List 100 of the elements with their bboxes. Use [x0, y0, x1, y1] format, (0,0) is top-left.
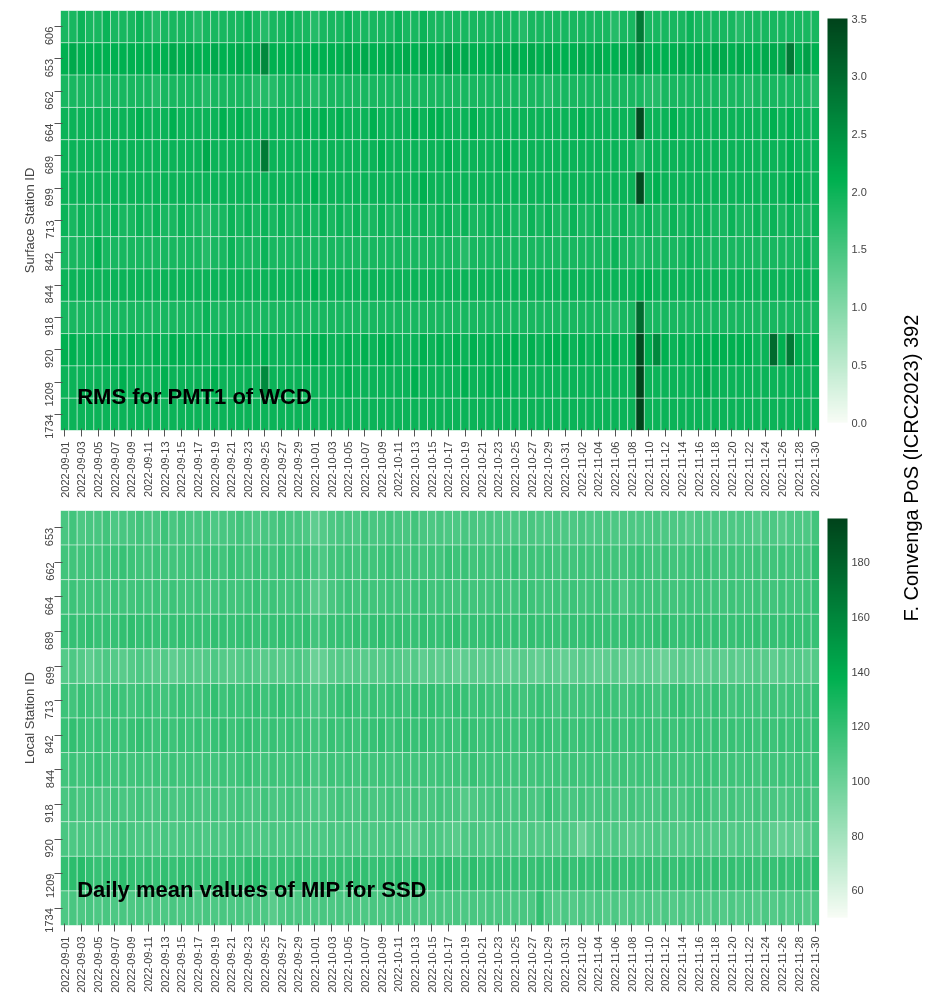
x-tick-label: 2022-11-28: [792, 441, 805, 497]
x-tick-label: 2022-11-22: [742, 441, 755, 497]
text: F. Convenga PoS (ICRC2023) 392: [899, 314, 922, 622]
y-axis-title: Surface Station ID: [21, 167, 37, 274]
color-bar-label: 80: [851, 829, 864, 842]
x-tick-label: 2022-09-19: [208, 936, 221, 993]
x-tick-label: 2022-10-21: [475, 441, 488, 498]
color-bar-label: 2.0: [851, 185, 867, 198]
x-tick-label: 2022-11-10: [642, 936, 655, 992]
x-tick-label: 2022-09-29: [292, 936, 305, 993]
x-tick-label: 2022-10-21: [475, 936, 488, 993]
x-tick-label: 2022-10-29: [542, 441, 555, 498]
x-tick-label: 2022-09-03: [75, 936, 88, 993]
x-tick-label: 2022-10-01: [308, 936, 321, 993]
y-tick-label: 653: [43, 527, 56, 547]
color-bar-label: 60: [851, 884, 864, 897]
color-bar-label: 160: [851, 610, 870, 623]
x-tick-label: 2022-11-26: [775, 441, 788, 497]
y-tick-label: 689: [43, 155, 56, 175]
y-tick-label: 1209: [43, 382, 56, 407]
x-tick-label: 2022-09-07: [108, 936, 121, 993]
x-tick-label: 2022-09-27: [275, 936, 288, 993]
x-tick-label: 2022-09-15: [175, 936, 188, 993]
y-tick-label: 920: [43, 349, 56, 369]
y-tick-label: 664: [43, 123, 56, 142]
x-tick-label: 2022-11-04: [592, 936, 605, 992]
x-tick-label: 2022-09-13: [158, 936, 171, 993]
color-bar-label: 1.5: [851, 243, 867, 256]
x-tick-label: 2022-11-26: [775, 936, 788, 992]
x-tick-label: 2022-11-04: [592, 441, 605, 497]
x-tick-label: 2022-09-11: [142, 936, 155, 992]
x-tick-label: 2022-10-19: [459, 936, 472, 993]
x-tick-label: 2022-11-20: [725, 936, 738, 992]
x-tick-label: 2022-09-05: [92, 936, 105, 993]
x-tick-label: 2022-11-06: [609, 441, 622, 497]
x-tick-label: 2022-11-20: [725, 441, 738, 497]
x-tick-label: 2022-11-18: [709, 441, 722, 497]
x-tick-label: 2022-09-17: [192, 441, 205, 498]
x-tick-label: 2022-10-01: [308, 441, 321, 498]
x-tick-label: 2022-10-23: [492, 441, 505, 498]
y-tick-label: 662: [43, 91, 56, 110]
x-tick-label: 2022-11-24: [759, 936, 772, 992]
x-tick-label: 2022-10-25: [509, 441, 522, 498]
x-tick-label: 2022-10-19: [459, 441, 472, 498]
x-tick-label: 2022-10-09: [375, 936, 388, 993]
y-tick-label: 713: [43, 220, 56, 239]
x-tick-label: 2022-10-13: [408, 936, 421, 993]
x-tick-label: 2022-09-23: [242, 441, 255, 498]
x-tick-label: 2022-11-30: [809, 441, 822, 497]
color-bar-label: 3.0: [851, 70, 867, 83]
x-tick-label: 2022-11-14: [675, 936, 688, 992]
x-tick-label: 2022-11-12: [659, 441, 672, 497]
x-tick-label: 2022-09-01: [58, 441, 71, 498]
x-tick-label: 2022-10-23: [492, 936, 505, 993]
x-tick-label: 2022-09-03: [75, 441, 88, 498]
x-tick-label: 2022-09-27: [275, 441, 288, 498]
color-bar-label: 140: [851, 665, 870, 678]
x-tick-label: 2022-09-11: [142, 441, 155, 497]
y-tick-label: 606: [43, 26, 56, 46]
color-bar-label: 1.0: [851, 301, 867, 314]
x-tick-label: 2022-10-11: [392, 936, 405, 992]
x-tick-label: 2022-10-29: [542, 936, 555, 993]
x-tick-label: 2022-10-27: [525, 936, 538, 993]
y-tick-label: 842: [43, 252, 56, 272]
x-tick-label: 2022-10-31: [559, 441, 572, 498]
x-tick-label: 2022-11-22: [742, 936, 755, 992]
x-tick-label: 2022-10-25: [509, 936, 522, 993]
color-bar-label: 120: [851, 720, 870, 733]
x-tick-label: 2022-10-31: [559, 936, 572, 993]
x-tick-label: 2022-09-09: [125, 936, 138, 993]
x-tick-label: 2022-10-17: [442, 441, 455, 498]
x-tick-label: 2022-09-29: [292, 441, 305, 498]
text: Daily mean values of MIP for SSD: [77, 876, 427, 902]
y-tick-label: 662: [43, 562, 56, 581]
color-bar-label: 180: [851, 556, 870, 569]
y-tick-label: 1734: [43, 414, 56, 439]
x-tick-label: 2022-10-05: [342, 441, 355, 498]
y-tick-label: 844: [43, 285, 56, 304]
y-tick-label: 699: [43, 188, 56, 207]
x-tick-label: 2022-11-08: [625, 936, 638, 992]
x-tick-label: 2022-10-03: [325, 441, 338, 498]
color-bar-label: 2.5: [851, 127, 867, 140]
x-tick-label: 2022-09-09: [125, 441, 138, 498]
x-tick-label: 2022-11-28: [792, 936, 805, 992]
y-tick-label: 713: [43, 700, 56, 720]
x-tick-label: 2022-11-06: [609, 936, 622, 992]
y-tick-label: 844: [43, 769, 56, 789]
x-tick-label: 2022-10-15: [425, 936, 438, 993]
x-tick-label: 2022-10-05: [342, 936, 355, 993]
x-tick-label: 2022-09-05: [92, 441, 105, 498]
x-tick-label: 2022-11-24: [759, 441, 772, 497]
x-tick-label: 2022-11-08: [625, 441, 638, 497]
y-tick-label: 699: [43, 666, 56, 685]
x-tick-label: 2022-09-19: [208, 441, 221, 498]
x-tick-label: 2022-11-30: [809, 936, 822, 992]
x-tick-label: 2022-09-01: [58, 936, 71, 993]
color-bar-label: 0.0: [851, 416, 867, 429]
x-tick-label: 2022-09-13: [158, 441, 171, 498]
x-tick-label: 2022-10-27: [525, 441, 538, 498]
x-tick-label: 2022-09-25: [258, 441, 271, 498]
